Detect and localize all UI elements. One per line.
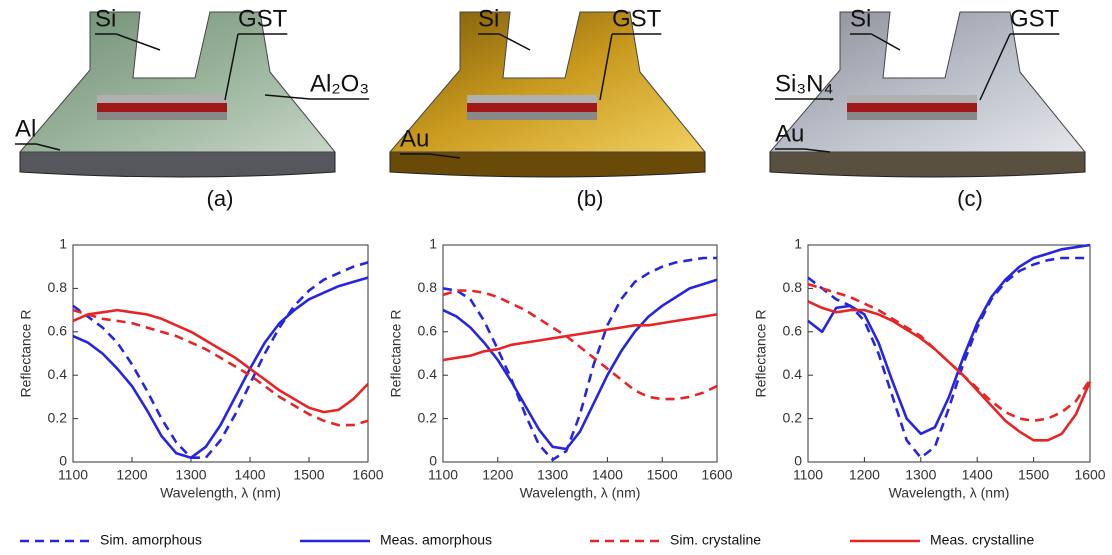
y-tick-label: 1 [429,236,437,252]
x-tick-label: 1500 [647,467,678,483]
y-tick-label: 0.6 [418,323,438,339]
y-tick-label: 0.8 [783,279,803,295]
y-tick-label: 0.6 [48,323,68,339]
leader-line [830,99,833,100]
device-label: Si [478,5,499,32]
series-line [808,301,1090,440]
y-tick-label: 1 [794,236,802,252]
x-axis-label: Wavelength, λ (nm) [520,485,641,501]
device-label: GST [612,5,662,32]
axes-box [808,245,1090,462]
si-waveguide [97,95,227,103]
device-base [770,152,1085,177]
y-axis-label: Reflectance R [388,310,404,398]
y-tick-label: 0.4 [783,366,803,382]
x-tick-label: 1400 [962,467,993,483]
y-tick-label: 0.4 [48,366,68,382]
y-tick-label: 0.2 [418,409,438,425]
y-tick-label: 0.6 [783,323,803,339]
device-top [20,12,335,152]
x-tick-label: 1100 [428,467,458,483]
si-waveguide-side [97,112,227,120]
gst-stripe [847,103,977,112]
device-label: GST [1010,5,1060,32]
si-waveguide [847,95,977,103]
device-label: Au [400,125,429,152]
x-axis-label: Wavelength, λ (nm) [889,485,1010,501]
x-tick-label: 1100 [58,467,88,483]
x-tick-label: 1600 [352,467,383,483]
y-tick-label: 0.8 [418,279,438,295]
device-label: Au [775,120,804,147]
device [20,12,335,177]
y-axis-label: Reflectance R [753,310,769,398]
panel-label: (b) [577,186,604,211]
legend-label: Sim. crystaline [670,532,761,548]
x-tick-label: 1400 [592,467,623,483]
panel-label: (a) [207,186,234,211]
device-base [20,152,335,177]
x-tick-label: 1200 [849,467,880,483]
legend-label: Meas. crystalline [930,532,1034,548]
device-label: Si [850,5,871,32]
y-tick-label: 0.4 [418,366,438,382]
series-line [73,310,368,412]
x-tick-label: 1500 [1018,467,1049,483]
series-line [808,245,1090,434]
y-tick-label: 1 [59,236,67,252]
x-tick-label: 1200 [116,467,147,483]
series-line [443,291,717,400]
legend-label: Sim. amorphous [100,532,202,548]
device-top [390,12,705,152]
x-tick-label: 1300 [175,467,206,483]
y-tick-label: 0.2 [783,409,803,425]
legend-label: Meas. amorphous [380,532,492,548]
x-tick-label: 1400 [234,467,265,483]
figure: 00.20.40.60.81110012001300140015001600Wa… [0,0,1112,555]
si-waveguide-side [467,112,597,120]
device-label: Si [95,5,116,32]
device-label: Al [15,115,36,142]
device-label: Si₃N₄ [775,70,833,97]
x-tick-label: 1600 [701,467,732,483]
x-tick-label: 1300 [905,467,936,483]
x-tick-label: 1300 [537,467,568,483]
x-tick-label: 1100 [793,467,823,483]
series-line [73,278,368,458]
gst-stripe [467,103,597,112]
y-tick-label: 0.2 [48,409,68,425]
si-waveguide [467,95,597,103]
y-axis-label: Reflectance R [18,310,34,398]
series-line [443,314,717,360]
gst-stripe [97,103,227,112]
device [390,12,705,177]
device-label: Al₂O₃ [310,70,369,97]
device-label: GST [238,5,288,32]
axes-box [73,245,368,462]
series-line [443,280,717,449]
series-line [808,258,1090,458]
x-tick-label: 1600 [1074,467,1105,483]
x-tick-label: 1500 [293,467,324,483]
x-tick-label: 1200 [482,467,513,483]
panel-label: (c) [957,186,983,211]
si-waveguide-side [847,112,977,120]
x-axis-label: Wavelength, λ (nm) [160,485,281,501]
y-tick-label: 0.8 [48,279,68,295]
